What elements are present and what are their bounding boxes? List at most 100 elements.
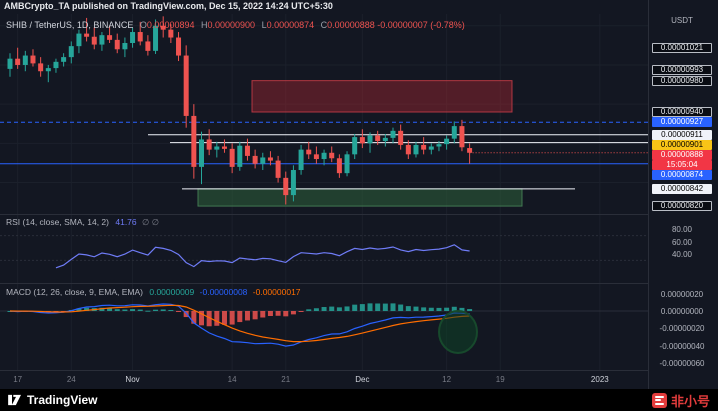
macd-histogram-bar bbox=[267, 311, 273, 316]
candle bbox=[260, 157, 266, 164]
rsi-legend: RSI (14, close, SMA, 14, 2) 41.76 ∅ ∅ bbox=[6, 217, 159, 228]
macd-histogram-bar bbox=[244, 311, 250, 321]
macd-histogram-bar bbox=[359, 304, 365, 311]
macd-histogram-bar bbox=[122, 309, 128, 311]
macd-histogram-bar bbox=[413, 306, 419, 311]
price-label: 0.00000842 bbox=[652, 183, 712, 194]
tradingview-logo-text: TradingView bbox=[27, 393, 98, 407]
price-label: 0.00000911 bbox=[652, 129, 712, 140]
macd-histogram-bar bbox=[283, 311, 289, 317]
macd-title[interactable]: MACD (12, 26, close, 9, EMA, EMA) bbox=[6, 287, 143, 297]
macd-histogram-bar bbox=[206, 311, 212, 327]
open-label: O bbox=[139, 20, 147, 30]
rsi-axis-tick: 60.00 bbox=[671, 237, 693, 247]
macd-circle-annotation[interactable] bbox=[438, 310, 478, 354]
candle bbox=[252, 155, 258, 164]
macd-histogram-bar bbox=[382, 303, 388, 311]
axis-currency-label: USDT bbox=[671, 16, 693, 25]
macd-axis-tick: -0.00000060 bbox=[659, 359, 705, 369]
time-axis-tick: 24 bbox=[66, 375, 76, 384]
macd-histogram-bar bbox=[114, 309, 120, 311]
macd-line-value: -0.00000008 bbox=[199, 287, 248, 297]
time-axis-tick: Dec bbox=[355, 375, 370, 384]
tradingview-logo[interactable]: TradingView bbox=[8, 393, 97, 407]
candle bbox=[344, 154, 350, 174]
candle bbox=[375, 135, 381, 142]
candle bbox=[214, 146, 220, 150]
open-value: 0.00000894 bbox=[146, 20, 195, 30]
candle bbox=[61, 57, 67, 62]
macd-histogram-bar bbox=[275, 311, 281, 316]
price-label: 15:05:04 bbox=[652, 159, 712, 170]
price-label: 0.00001021 bbox=[652, 43, 712, 54]
macd-histogram-bar bbox=[99, 307, 105, 311]
macd-hist-value: 0.00000009 bbox=[149, 287, 195, 297]
rsi-axis-tick: 80.00 bbox=[671, 225, 693, 235]
macd-histogram-bar bbox=[260, 311, 266, 318]
candle bbox=[298, 149, 304, 171]
time-axis-tick: 2023 bbox=[590, 375, 609, 384]
candle bbox=[267, 157, 273, 161]
time-axis-tick: 17 bbox=[13, 375, 23, 384]
candle bbox=[221, 146, 227, 149]
candle bbox=[444, 138, 450, 145]
candle bbox=[76, 33, 82, 47]
candle bbox=[176, 37, 182, 56]
price-axis[interactable]: USDT 0.00001021 0.00000993 0.00000980 0.000… bbox=[648, 0, 718, 389]
macd-histogram-bar bbox=[336, 307, 342, 311]
macd-histogram-bar bbox=[405, 306, 411, 311]
candle bbox=[237, 145, 243, 167]
macd-histogram-bar bbox=[130, 309, 136, 311]
candle bbox=[451, 126, 457, 139]
macd-histogram-bar bbox=[298, 311, 304, 312]
time-axis[interactable]: 17 24 Nov 14 21 Dec 12 19 2023 bbox=[0, 371, 648, 389]
macd-histogram-bar bbox=[107, 308, 113, 311]
rsi-title[interactable]: RSI (14, close, SMA, 14, 2) bbox=[6, 217, 109, 227]
candle bbox=[459, 126, 465, 148]
candle bbox=[283, 177, 289, 196]
panel-separator[interactable] bbox=[0, 214, 718, 215]
rsi-line bbox=[55, 244, 470, 269]
price-label: 0.00000888 bbox=[652, 149, 712, 160]
watermark-logo[interactable]: 非小号 bbox=[651, 391, 710, 410]
price-label: 0.00000820 bbox=[652, 201, 712, 212]
candle bbox=[68, 46, 74, 58]
candle bbox=[7, 58, 13, 69]
price-label: 0.00000980 bbox=[652, 75, 712, 86]
macd-histogram-bar bbox=[329, 306, 335, 311]
candle bbox=[15, 58, 21, 65]
macd-histogram-bar bbox=[160, 309, 166, 311]
macd-histogram-bar bbox=[459, 307, 465, 311]
time-axis-tick: Nov bbox=[125, 375, 140, 384]
candle bbox=[45, 68, 51, 72]
panel-separator[interactable] bbox=[0, 283, 718, 284]
candle bbox=[290, 170, 296, 196]
macd-histogram-bar bbox=[214, 311, 220, 326]
macd-histogram-bar bbox=[221, 311, 227, 325]
candle bbox=[160, 25, 166, 30]
candle bbox=[390, 130, 396, 138]
macd-histogram-bar bbox=[145, 310, 151, 312]
macd-histogram-bar bbox=[451, 306, 457, 311]
macd-signal-line bbox=[9, 304, 470, 343]
macd-histogram-bar bbox=[444, 307, 450, 311]
macd-histogram-bar bbox=[421, 307, 427, 311]
rsi-extra-values: ∅ ∅ bbox=[142, 217, 160, 227]
candle bbox=[122, 43, 128, 50]
macd-histogram-bar bbox=[199, 311, 204, 326]
macd-histogram-bar bbox=[168, 309, 174, 311]
high-value: 0.00000900 bbox=[207, 20, 256, 30]
symbol-title[interactable]: SHIB / TetherUS, 1D, BINANCE bbox=[6, 20, 134, 30]
macd-histogram-bar bbox=[191, 311, 197, 324]
macd-histogram-bar bbox=[436, 307, 442, 311]
price-zone[interactable] bbox=[251, 80, 513, 113]
change-value: -0.00000007 (-0.78%) bbox=[377, 20, 465, 30]
price-zone[interactable] bbox=[197, 188, 523, 207]
chart-canvas[interactable] bbox=[0, 0, 648, 389]
low-label: L bbox=[261, 20, 267, 30]
candle bbox=[398, 130, 404, 145]
price-label: 0.00000940 bbox=[652, 107, 712, 117]
time-axis-tick: 12 bbox=[442, 375, 452, 384]
high-label: H bbox=[201, 20, 208, 30]
candle bbox=[367, 135, 373, 144]
